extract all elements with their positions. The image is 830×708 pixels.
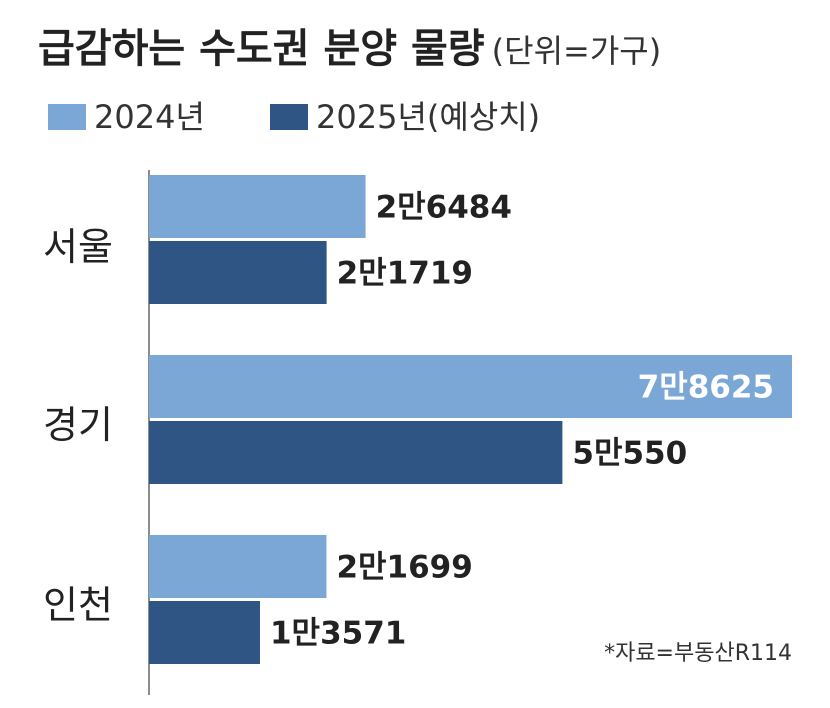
bar-incheon-2024 — [149, 535, 327, 598]
legend: 2024년 2025년(예상치) — [48, 98, 540, 136]
bar-incheon-2025 — [149, 601, 260, 664]
legend-label-2024: 2024년 — [94, 98, 205, 136]
value-label-incheon-2025: 1만3571 — [270, 616, 406, 652]
bar-gyeonggi-2025 — [149, 421, 563, 484]
chart-title: 급감하는 수도권 분양 물량 (단위=가구) — [38, 26, 661, 72]
legend-swatch-2024 — [48, 104, 86, 130]
source-note: *자료=부동산R114 — [604, 641, 792, 666]
category-label-gyeonggi: 경기 — [43, 403, 113, 447]
value-label-gyeonggi-2025: 5만550 — [572, 436, 687, 472]
bar-seoul-2024 — [149, 175, 366, 238]
bars: 2만6484 2만1719 7만8625 5만550 2만1699 1만3571 — [149, 175, 792, 664]
legend-label-2025: 2025년(예상치) — [316, 98, 540, 136]
legend-swatch-2025 — [270, 104, 308, 130]
value-label-seoul-2025: 2만1719 — [337, 256, 473, 292]
chart-title-unit: (단위=가구) — [492, 32, 662, 70]
value-label-seoul-2024: 2만6484 — [376, 190, 512, 226]
bar-gyeonggi-2024 — [149, 355, 792, 418]
value-label-incheon-2024: 2만1699 — [336, 550, 472, 586]
category-label-incheon: 인천 — [43, 583, 113, 627]
category-label-seoul: 서울 — [43, 225, 113, 269]
bar-seoul-2025 — [149, 241, 327, 304]
chart-title-main: 급감하는 수도권 분양 물량 — [38, 26, 485, 72]
value-label-gyeonggi-2024: 7만8625 — [638, 370, 774, 406]
